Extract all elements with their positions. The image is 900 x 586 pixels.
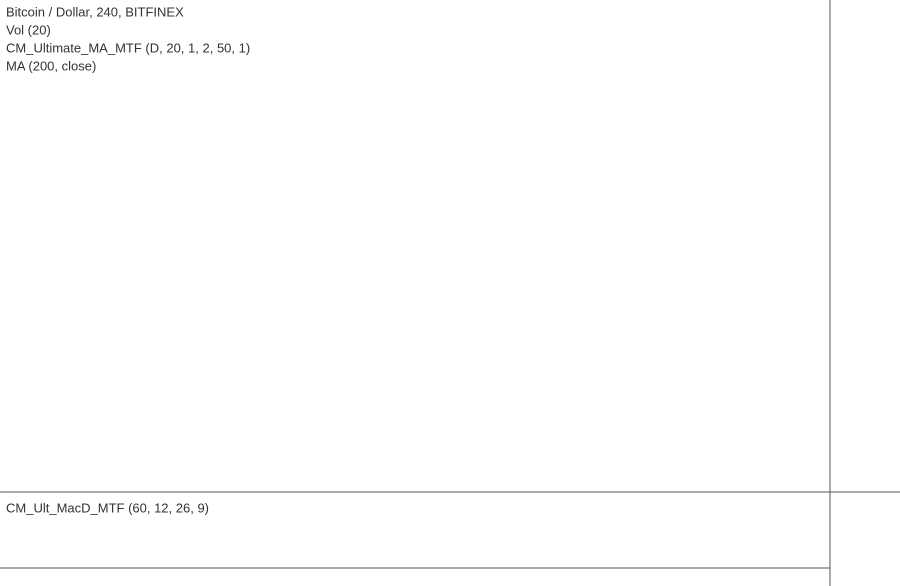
indicator-legend: CM_Ultimate_MA_MTF (D, 20, 1, 2, 50, 1) <box>6 40 250 55</box>
legend: Bitcoin / Dollar, 240, BITFINEX Vol (20)… <box>6 4 250 515</box>
symbol-title: Bitcoin / Dollar, 240, BITFINEX <box>6 4 184 19</box>
volume-legend: Vol (20) <box>6 22 51 37</box>
indicator-legend: MA (200, close) <box>6 58 96 73</box>
macd-legend: CM_Ult_MacD_MTF (60, 12, 26, 9) <box>6 500 209 515</box>
